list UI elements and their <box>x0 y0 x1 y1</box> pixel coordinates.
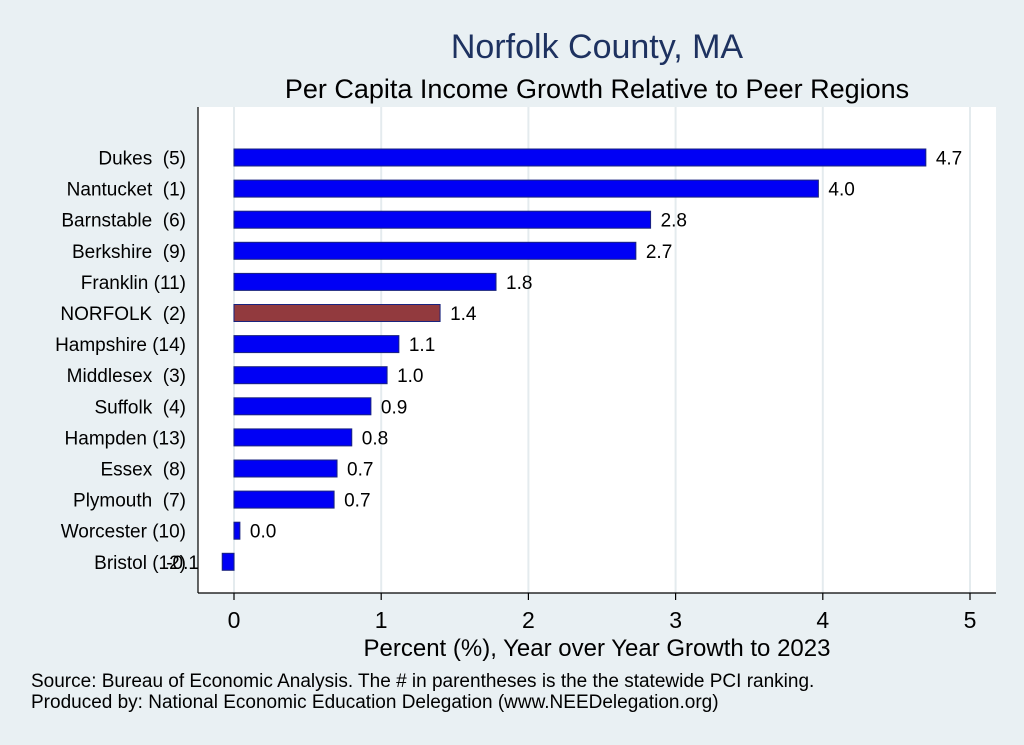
bar <box>221 552 235 571</box>
bar-value-labels: 4.7 4.0 2.8 2.7 1.8 1.4 1.1 1.0 0.9 0.8 0.7 0.7 0.0 -… <box>166 149 962 574</box>
category-labels: Dukes (5) Nantucket (1) Barnstable (6) Berk… <box>55 149 186 574</box>
bar-value-label: 2.8 <box>661 211 687 232</box>
category-label: Suffolk (4) <box>94 397 186 418</box>
category-label: Barnstable (6) <box>61 211 186 232</box>
category-label: NORFOLK (2) <box>60 304 186 325</box>
category-label: Worcester (10) <box>61 522 186 543</box>
category-label: Dukes (5) <box>98 149 186 170</box>
chart-title: Norfolk County, MA <box>450 28 744 66</box>
bar-value-label: 2.7 <box>646 242 672 263</box>
bar-value-label: 0.8 <box>362 428 388 449</box>
bars <box>221 148 927 571</box>
bar-value-label: 1.0 <box>397 366 423 387</box>
bar <box>233 428 353 447</box>
category-label: Plymouth (7) <box>73 491 186 512</box>
category-label: Middlesex (3) <box>67 366 186 387</box>
bar-value-label: 4.0 <box>828 180 854 201</box>
x-tick-label: 2 <box>522 607 535 633</box>
bar <box>233 459 338 478</box>
bar <box>233 366 388 385</box>
bar-value-label: -0.1 <box>166 553 199 574</box>
bar <box>233 397 372 416</box>
bar <box>233 272 497 291</box>
x-tick-label: 1 <box>375 607 388 633</box>
bar-value-label: 4.7 <box>936 149 962 170</box>
bar <box>233 241 637 260</box>
category-label: Essex (8) <box>100 460 186 481</box>
chart-subtitle: Per Capita Income Growth Relative to Pee… <box>284 74 910 104</box>
category-label: Franklin (11) <box>81 273 186 294</box>
bar <box>233 521 241 540</box>
category-label: Nantucket (1) <box>67 180 186 201</box>
bar-value-label: 0.7 <box>344 491 370 512</box>
category-label: Hampden (13) <box>65 428 186 449</box>
bar <box>233 148 927 167</box>
x-tick-label: 4 <box>816 607 829 633</box>
bar-value-label: 1.4 <box>450 304 477 325</box>
bar-value-label: 1.8 <box>506 273 532 294</box>
bar <box>233 304 441 322</box>
category-label: Bristol (12) <box>94 553 186 574</box>
x-tick-label: 0 <box>228 607 241 633</box>
source-note: Source: Bureau of Economic Analysis. The… <box>31 671 815 692</box>
x-tick-label: 5 <box>964 607 977 633</box>
producer-note: Produced by: National Economic Education… <box>31 692 719 713</box>
x-tick-label: 3 <box>669 607 682 633</box>
x-axis-label: Percent (%), Year over Year Growth to 20… <box>364 635 831 662</box>
bar-value-label: 0.7 <box>347 460 373 481</box>
bar-value-label: 0.0 <box>250 522 276 543</box>
category-label: Berkshire (9) <box>72 242 186 263</box>
bar <box>233 179 819 198</box>
bar <box>233 335 400 354</box>
bar <box>233 490 335 509</box>
x-axis-ticks: 0 1 2 3 4 5 <box>228 593 977 633</box>
bar-value-label: 1.1 <box>409 335 435 356</box>
bar-value-label: 0.9 <box>381 397 407 418</box>
category-label: Hampshire (14) <box>55 335 186 356</box>
bar <box>233 210 652 229</box>
